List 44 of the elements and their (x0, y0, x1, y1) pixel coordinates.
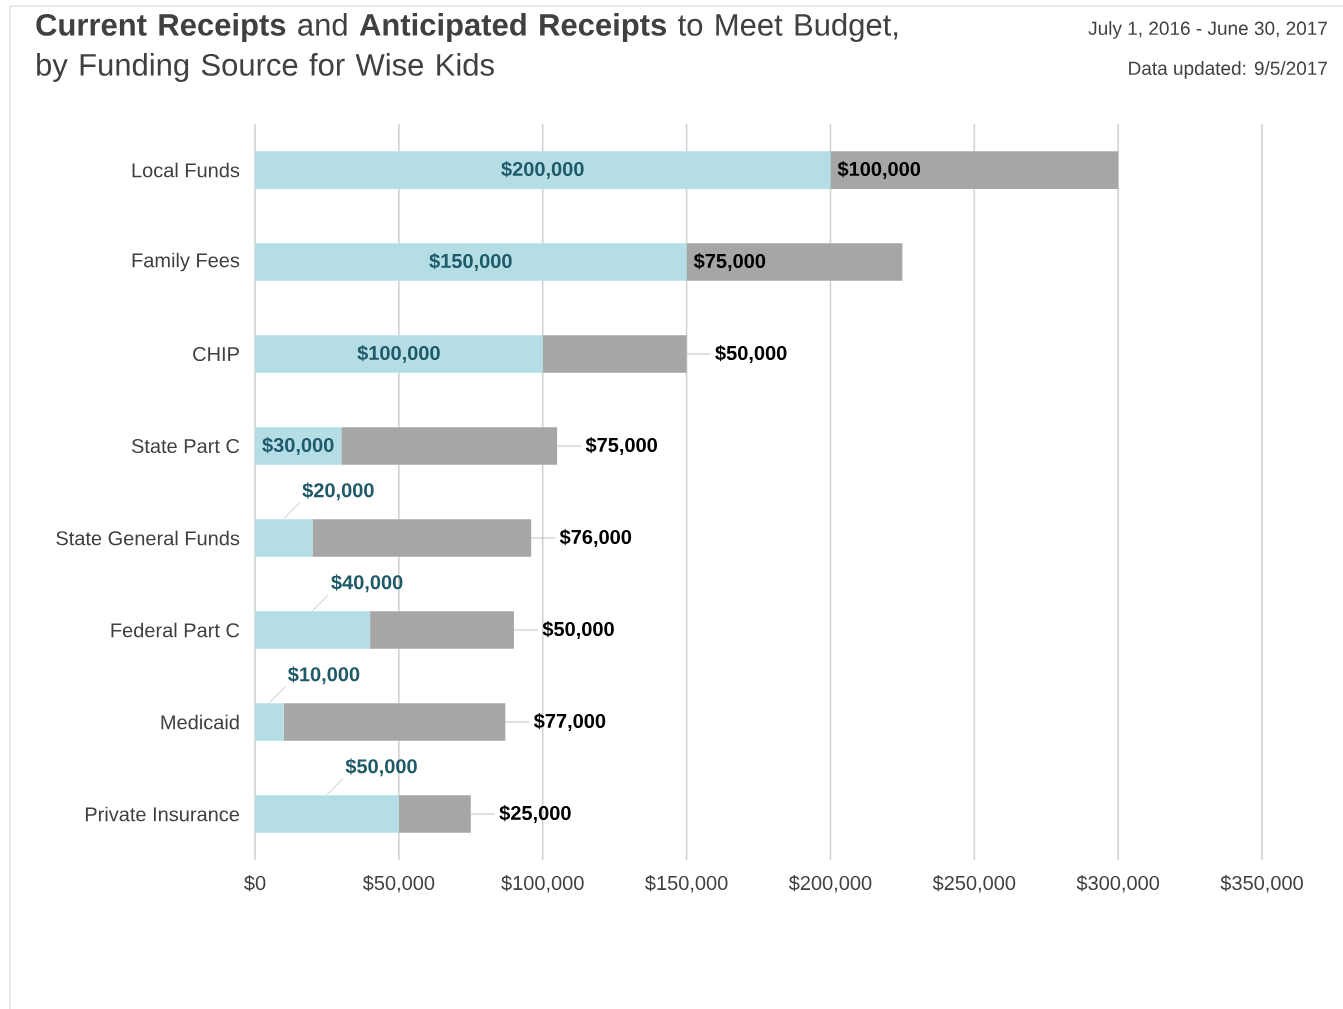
x-tick-label: $0 (244, 875, 266, 892)
y-tick-label: Medicaid (161, 714, 239, 730)
data-label: $50,000 (542, 621, 614, 639)
bar (255, 243, 687, 281)
data-label: $76,000 (559, 529, 632, 547)
bar (686, 243, 903, 281)
text: July 1, 2016 - June 30, 2017 (1088, 21, 1327, 39)
y-tick-label: Private Insurance (85, 806, 240, 822)
y-tick-label: CHIP (193, 346, 239, 362)
text: Data updated: 9/5/2017 (1129, 61, 1327, 79)
x-tick-label: $100,000 (501, 875, 584, 893)
x-tick-label: $50,000 (362, 875, 435, 893)
data-label: $150,000 (429, 253, 512, 271)
data-label: $50,000 (715, 345, 787, 363)
bar (255, 151, 831, 189)
x-tick-label: $300,000 (1076, 875, 1160, 893)
bar (830, 151, 1119, 189)
data-label: $75,000 (585, 437, 657, 455)
y-tick-label: Federal Part C (111, 622, 240, 638)
x-tick-label: $250,000 (932, 875, 1016, 893)
y-tick-label: Family Fees (132, 252, 240, 272)
x-tick-label: $150,000 (645, 875, 728, 893)
data-label: $77,000 (533, 713, 606, 731)
data-label: $25,000 (499, 805, 571, 823)
data-label: $30,000 (262, 437, 334, 455)
chart-title: Current Receipts and Anticipated Receipts to Meet Budget, by Funding Source for Wise Kids (36, 13, 898, 82)
bar (255, 611, 371, 649)
data-label: $200,000 (501, 161, 584, 179)
data-label: $100,000 (357, 345, 440, 363)
bar (255, 519, 313, 557)
y-tick-label: State General Funds (56, 530, 240, 546)
data-label: $75,000 (693, 253, 766, 271)
data-label: $50,000 (345, 758, 417, 777)
data-label: $10,000 (288, 666, 360, 685)
bar (255, 795, 399, 833)
bar (255, 703, 284, 741)
x-tick-label: $200,000 (788, 875, 872, 893)
bar (255, 335, 543, 373)
data-label: $40,000 (331, 574, 403, 593)
data-label: $100,000 (837, 161, 921, 179)
x-tick-label: $350,000 (1220, 875, 1303, 893)
y-tick-label: State Part C (131, 438, 240, 454)
data-label: $20,000 (302, 482, 374, 501)
y-tick-label: Local Funds (132, 162, 240, 178)
